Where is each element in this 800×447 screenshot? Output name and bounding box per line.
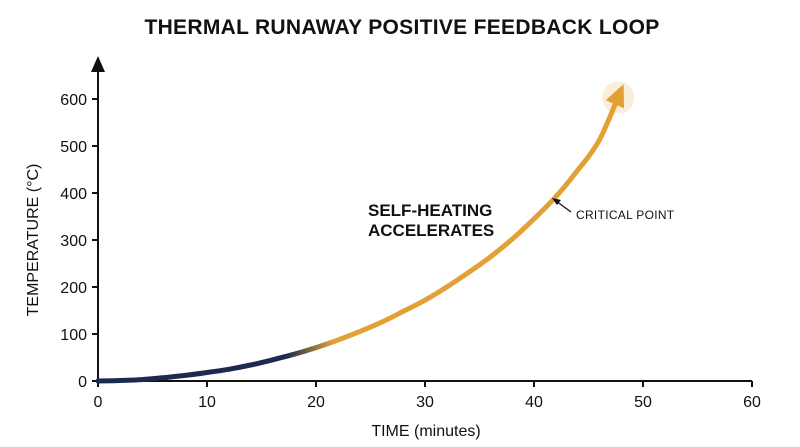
y-axis-ticks: 0 100 200 300 400 500 600 [60, 92, 98, 391]
annotation-critical-point: CRITICAL POINT [552, 198, 675, 222]
y-tick-label: 500 [60, 139, 87, 156]
curve-arrowhead [605, 84, 624, 109]
x-tick-label: 30 [416, 394, 434, 411]
chart-title: THERMAL RUNAWAY POSITIVE FEEDBACK LOOP [144, 16, 659, 39]
annotation-self-heating-line2: ACCELERATES [368, 221, 494, 240]
x-tick-label: 50 [634, 394, 652, 411]
critical-point-arrowhead [552, 198, 561, 205]
x-tick-label: 10 [198, 394, 216, 411]
y-axis-arrowhead [91, 56, 105, 72]
y-tick-label: 0 [78, 374, 87, 391]
x-axis-ticks: 0 10 20 30 40 50 60 [94, 381, 761, 411]
annotation-self-heating: SELF-HEATING ACCELERATES [368, 201, 494, 240]
annotation-self-heating-line1: SELF-HEATING [368, 201, 492, 220]
x-tick-label: 20 [307, 394, 325, 411]
temperature-curve [95, 87, 624, 384]
y-tick-label: 300 [60, 233, 87, 250]
critical-point-label: CRITICAL POINT [576, 208, 675, 222]
y-tick-label: 600 [60, 92, 87, 109]
x-tick-label: 60 [743, 394, 761, 411]
x-tick-label: 0 [94, 394, 103, 411]
y-tick-label: 100 [60, 327, 87, 344]
x-axis-label: TIME (minutes) [371, 423, 480, 440]
y-tick-label: 400 [60, 186, 87, 203]
data-series [95, 81, 635, 384]
x-tick-label: 40 [525, 394, 543, 411]
y-axis-label: TEMPERATURE (°C) [25, 164, 42, 317]
y-tick-label: 200 [60, 280, 87, 297]
